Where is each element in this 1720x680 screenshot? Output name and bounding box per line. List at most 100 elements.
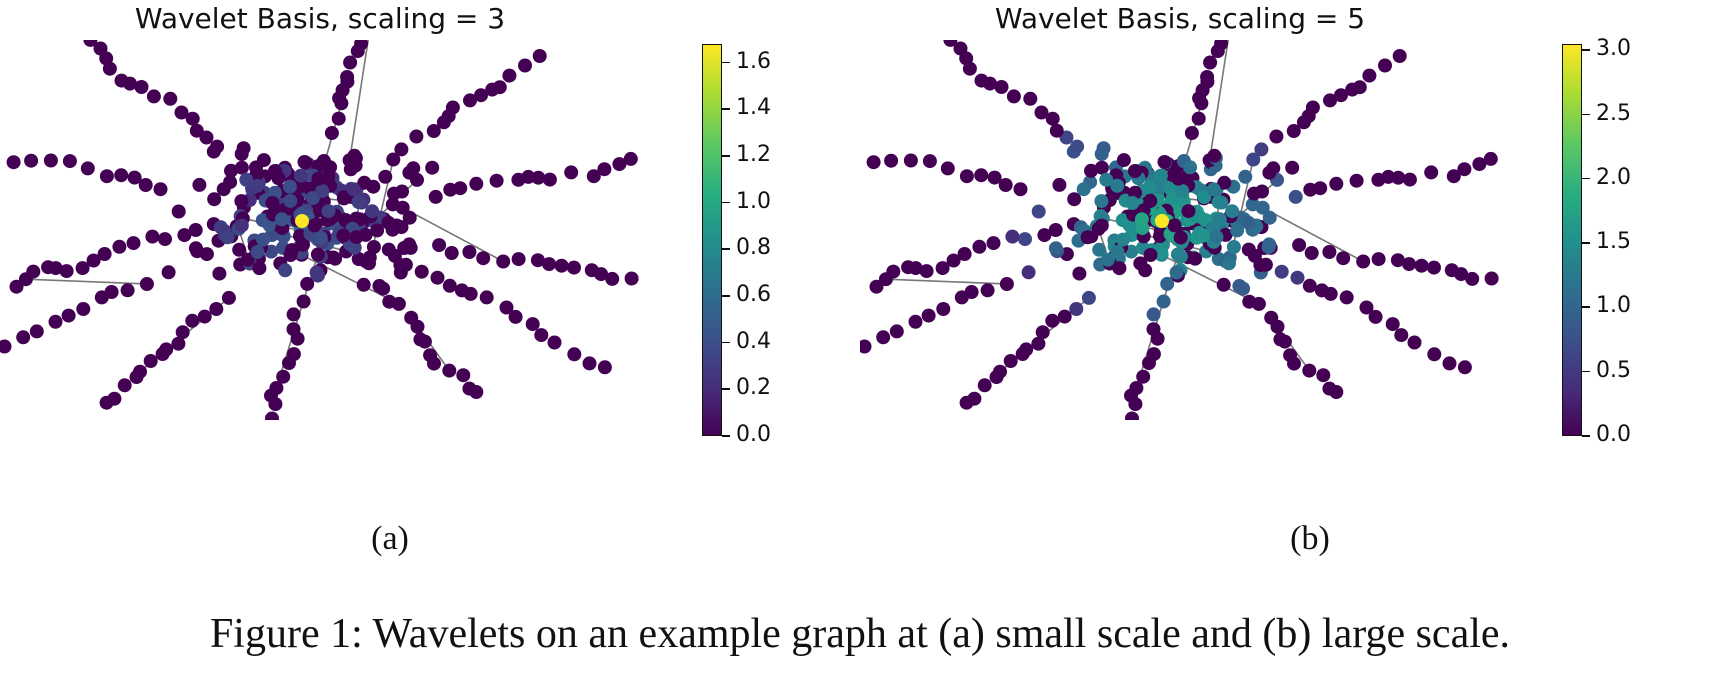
graph-node	[354, 40, 369, 51]
figure-caption: Figure 1: Wavelets on an example graph a…	[209, 611, 1511, 657]
graph-node	[362, 256, 376, 271]
graph-node	[1013, 182, 1028, 197]
graph-node	[1034, 105, 1049, 120]
graph-node	[97, 247, 112, 261]
graph-node	[959, 395, 974, 410]
graph-node	[1070, 139, 1085, 154]
graph-node	[425, 160, 440, 175]
graph-node	[866, 155, 881, 170]
graph-node	[1191, 111, 1206, 126]
graph-node	[311, 171, 326, 186]
graph-node	[240, 252, 255, 267]
graph-node	[120, 283, 135, 298]
graph-node	[323, 160, 338, 175]
graph-node	[974, 73, 989, 88]
graph-node	[145, 229, 160, 244]
graph-node	[1142, 356, 1156, 370]
wavelet-center-node	[295, 214, 309, 228]
graph-node	[221, 290, 236, 305]
graph-node	[1045, 111, 1060, 126]
graph-node	[1129, 418, 1139, 420]
graph-node	[300, 276, 315, 291]
graph-node	[1143, 248, 1158, 262]
graph-node	[1286, 124, 1301, 138]
graph-node	[1092, 242, 1107, 257]
graph-node	[998, 178, 1013, 192]
graph-node	[269, 418, 279, 420]
graph-node	[1457, 162, 1472, 177]
graph-node	[234, 194, 249, 209]
graph-node	[175, 325, 190, 340]
graph-node	[1136, 369, 1151, 384]
graph-node	[946, 253, 961, 268]
graph-node	[177, 228, 192, 243]
graph-node	[256, 232, 271, 247]
graph-node	[1285, 160, 1300, 175]
graph-node	[903, 153, 918, 168]
graph-node	[594, 267, 609, 282]
graph-node	[94, 290, 109, 305]
graph-node	[394, 142, 409, 157]
graph-node	[1134, 212, 1149, 227]
graph-node	[99, 395, 114, 410]
graph-node	[1371, 252, 1386, 267]
graph-node	[1323, 93, 1337, 108]
graph-node	[889, 324, 904, 339]
graph-node	[980, 283, 995, 298]
graph-node	[1206, 182, 1221, 197]
graph-node	[554, 258, 569, 273]
chart-title-b: Wavelet Basis, scaling = 5	[994, 2, 1366, 35]
graph-node	[1225, 204, 1240, 219]
graph-node	[207, 192, 222, 207]
graph-node	[1217, 175, 1232, 190]
graph-node	[479, 290, 494, 305]
graph-node	[502, 68, 517, 83]
graph-node	[1385, 317, 1400, 332]
graph-node	[1262, 237, 1277, 252]
graph-node	[953, 41, 968, 56]
graph-node	[1313, 181, 1328, 196]
graph-node	[567, 347, 582, 362]
graph-node	[268, 164, 282, 178]
graph-node	[531, 170, 546, 185]
graph-node	[276, 369, 291, 384]
graph-node	[1226, 240, 1241, 254]
graph-node	[163, 91, 178, 106]
graph-node	[860, 339, 872, 354]
graph-node	[1048, 241, 1063, 256]
graph-node	[547, 335, 562, 350]
graph-node	[972, 239, 987, 254]
graph-node	[357, 175, 372, 190]
graph-node	[1323, 286, 1338, 301]
graph-node	[1368, 309, 1383, 324]
graph-node	[935, 261, 950, 276]
graph-node	[1094, 218, 1109, 233]
graph-node	[134, 80, 149, 94]
graph-node	[1390, 253, 1405, 268]
graph-node	[534, 328, 549, 343]
graph-node	[1031, 336, 1046, 351]
graph-node	[262, 218, 277, 233]
graph-node	[974, 168, 989, 183]
graph-node	[29, 324, 44, 339]
graph-node	[1128, 164, 1142, 178]
graph-node	[402, 165, 417, 180]
graph-node	[1128, 397, 1143, 412]
graph-node	[171, 336, 186, 351]
graph-node	[188, 223, 203, 237]
graph-node	[1183, 160, 1198, 175]
graph-node	[48, 314, 63, 329]
graph-node	[161, 265, 176, 280]
graph-node	[1381, 169, 1396, 184]
graph-node	[366, 240, 381, 254]
graph-node	[1125, 196, 1140, 210]
graph-node	[86, 253, 101, 268]
graph-node	[1392, 49, 1407, 63]
graph-node	[1394, 328, 1409, 343]
graph-node	[1021, 265, 1036, 280]
graph-node	[188, 241, 203, 256]
graph-node	[1391, 170, 1406, 185]
graph-node	[1277, 334, 1292, 349]
graph-node	[1254, 142, 1269, 157]
graph-node	[1112, 261, 1127, 276]
